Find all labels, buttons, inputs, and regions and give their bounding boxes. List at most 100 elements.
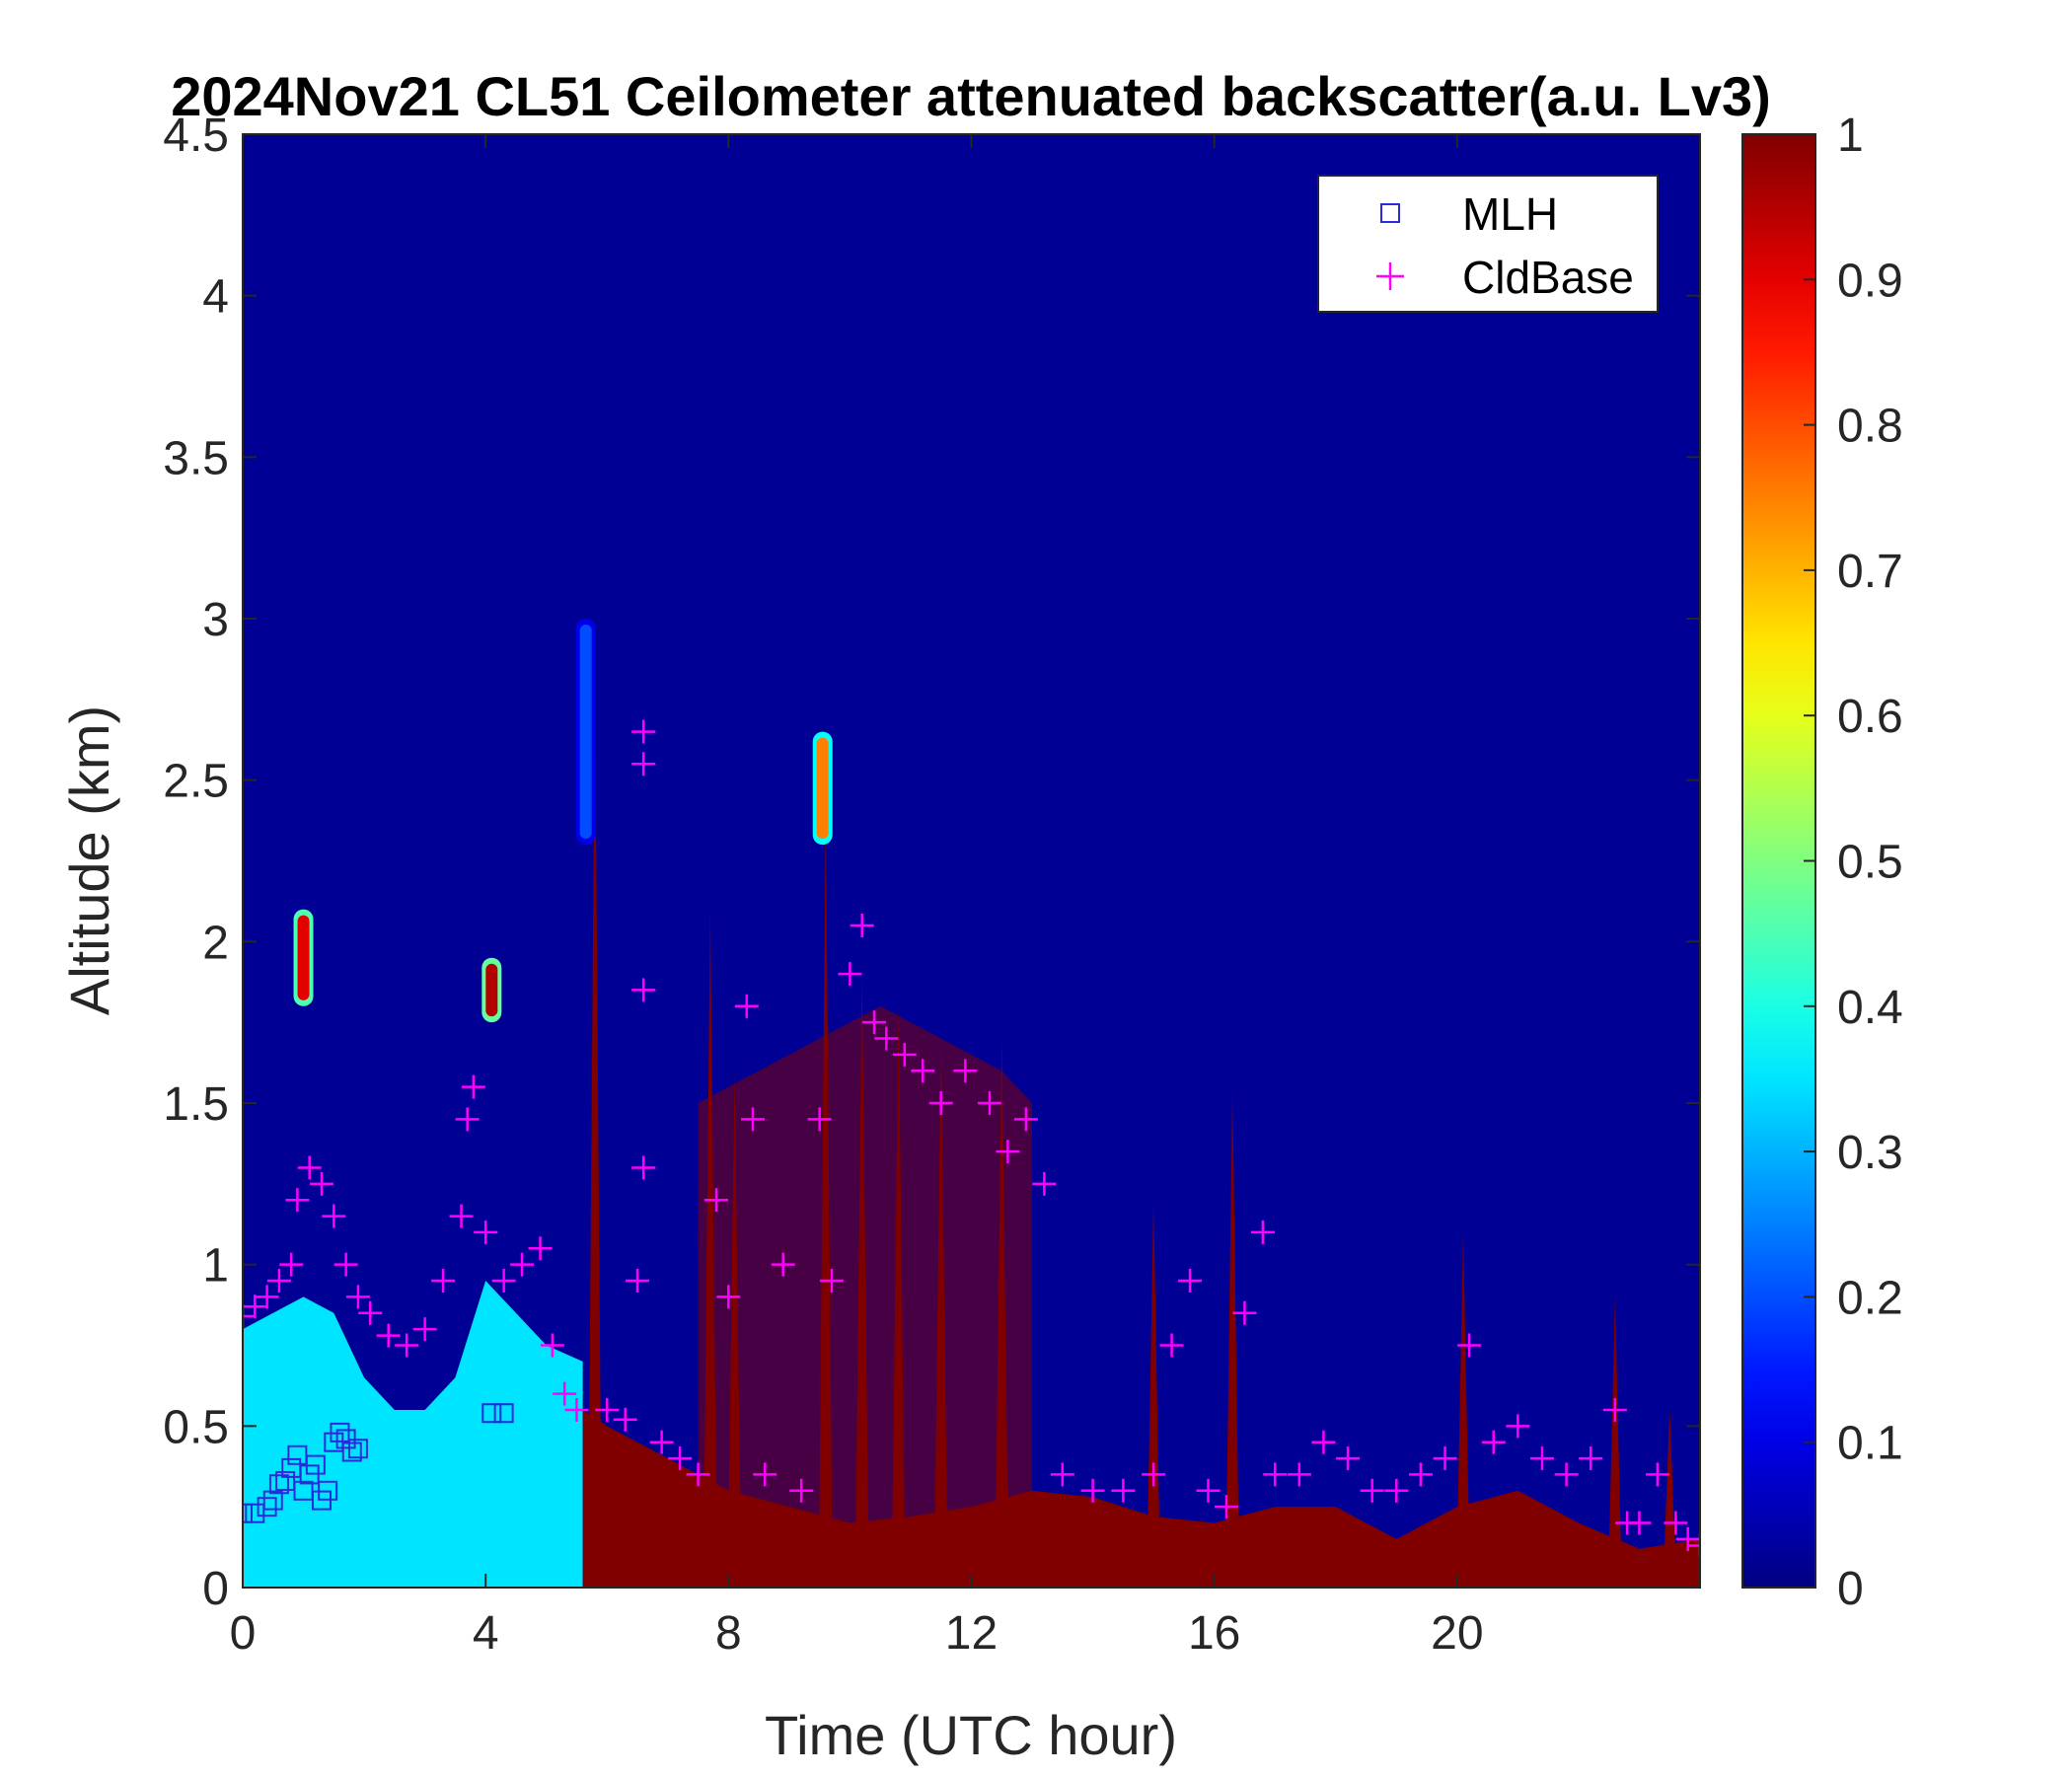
- cldbase-marker: [297, 1155, 322, 1180]
- cldbase-marker: [564, 1397, 589, 1422]
- cldbase-marker: [1196, 1478, 1221, 1503]
- cldbase-marker: [1080, 1478, 1105, 1503]
- cldbase-marker: [1263, 1462, 1288, 1487]
- x-tick-label: 8: [715, 1607, 742, 1660]
- cldbase-marker: [686, 1462, 710, 1487]
- cldbase-marker: [1013, 1107, 1038, 1132]
- cldbase-marker: [1664, 1511, 1688, 1535]
- legend-cldbase-marker: [1376, 262, 1404, 290]
- cldbase-marker: [528, 1236, 553, 1261]
- cldbase-marker: [1232, 1300, 1257, 1325]
- backscatter-spike: [1147, 1200, 1161, 1588]
- cldbase-marker: [789, 1478, 814, 1503]
- mlh-marker: [262, 1490, 283, 1511]
- cldbase-marker: [892, 1042, 917, 1067]
- legend-box: [1317, 175, 1659, 313]
- cldbase-marker: [1287, 1462, 1311, 1487]
- cldbase-marker: [540, 1333, 564, 1358]
- cldbase-marker: [1602, 1397, 1627, 1422]
- plot-area: [243, 134, 1700, 1588]
- cldbase-marker: [1688, 1533, 1700, 1558]
- cldbase-marker: [461, 1074, 485, 1099]
- backscatter-spike: [818, 812, 833, 1588]
- colorbar-tick-label: 0.3: [1837, 1127, 1903, 1179]
- cldbase-marker: [862, 1010, 887, 1035]
- backscatter-spike: [1663, 1409, 1677, 1588]
- cldbase-marker: [1481, 1430, 1506, 1454]
- y-tick-label: 1: [202, 1240, 229, 1293]
- y-tick-label: 4: [202, 271, 229, 324]
- cldbase-marker: [740, 1107, 765, 1132]
- cldbase-marker: [595, 1397, 620, 1422]
- backscatter-spike: [854, 974, 869, 1588]
- mlh-marker: [257, 1497, 277, 1517]
- cldbase-marker: [1311, 1430, 1336, 1454]
- backscatter-spike: [703, 909, 717, 1588]
- cldbase-marker: [1506, 1414, 1530, 1439]
- cldbase-marker: [1250, 1220, 1275, 1244]
- cldbase-marker: [1529, 1446, 1554, 1471]
- colorbar-tick-label: 0.8: [1837, 401, 1903, 453]
- cldbase-marker: [704, 1188, 729, 1213]
- cldbase-marker: [266, 1269, 291, 1294]
- cldbase-marker: [1627, 1511, 1652, 1535]
- cldbase-marker: [734, 994, 759, 1018]
- colorbar-tick-label: 0.6: [1837, 691, 1903, 743]
- cldbase-marker: [1384, 1478, 1409, 1503]
- cldbase-marker: [819, 1269, 844, 1294]
- cldbase-marker: [1111, 1478, 1136, 1503]
- mlh-marker: [481, 1403, 502, 1424]
- cloud-patch: [579, 625, 592, 840]
- cldbase-marker: [649, 1430, 674, 1454]
- mlh-marker: [245, 1503, 265, 1523]
- cldbase-marker: [553, 1381, 577, 1406]
- cldbase-marker: [510, 1252, 535, 1277]
- x-tick-label: 12: [945, 1607, 998, 1660]
- backscatter-spike: [727, 1071, 742, 1588]
- y-axis-title: Altitude (km): [58, 705, 120, 1015]
- backscatter-spike: [587, 683, 602, 1588]
- cldbase-marker: [358, 1300, 383, 1325]
- aerosol-layer: [243, 1281, 583, 1588]
- chart-title: 2024Nov21 CL51 Ceilometer attenuated bac…: [171, 65, 1771, 127]
- cldbase-marker: [631, 752, 656, 777]
- cldbase-marker: [911, 1059, 935, 1083]
- mlh-marker: [243, 1503, 253, 1523]
- mlh-marker: [305, 1454, 326, 1475]
- mlh-marker: [318, 1480, 338, 1501]
- colorbar-tick-label: 1: [1837, 110, 1864, 162]
- cldbase-marker: [333, 1252, 358, 1277]
- colorbar-gradient: [1741, 133, 1816, 1589]
- cldbase-marker: [1214, 1495, 1238, 1519]
- cldbase-marker: [1645, 1462, 1669, 1487]
- cldbase-marker: [243, 1304, 255, 1329]
- cldbase-marker: [474, 1220, 498, 1244]
- cldbase-marker: [1032, 1171, 1057, 1196]
- cldbase-marker: [631, 1155, 656, 1180]
- cldbase-marker: [395, 1333, 419, 1358]
- colorbar-tick-label: 0.1: [1837, 1418, 1903, 1470]
- cldbase-marker: [491, 1269, 516, 1294]
- cldbase-marker: [449, 1204, 474, 1228]
- mlh-marker: [341, 1442, 362, 1462]
- legend-mlh-label: MLH: [1462, 188, 1558, 240]
- mlh-marker: [347, 1439, 368, 1459]
- cldbase-marker: [928, 1091, 953, 1115]
- cldbase-marker: [716, 1285, 741, 1309]
- cldbase-marker: [613, 1407, 637, 1432]
- backscatter-spike: [995, 1038, 1009, 1588]
- cldbase-marker: [753, 1462, 777, 1487]
- mlh-marker: [330, 1422, 350, 1443]
- cldbase-marker: [1142, 1462, 1166, 1487]
- legend-cldbase-label: CldBase: [1462, 252, 1634, 303]
- y-tick-label: 2.5: [163, 756, 229, 808]
- cldbase-marker: [1433, 1446, 1457, 1471]
- cldbase-marker: [1675, 1526, 1700, 1551]
- cldbase-marker: [243, 1295, 267, 1319]
- backscatter-spike: [933, 1038, 948, 1588]
- colorbar-tick-label: 0.9: [1837, 255, 1903, 307]
- backscatter-spike: [891, 1005, 906, 1588]
- colorbar-tick-label: 0.2: [1837, 1272, 1903, 1324]
- mlh-marker: [493, 1403, 514, 1424]
